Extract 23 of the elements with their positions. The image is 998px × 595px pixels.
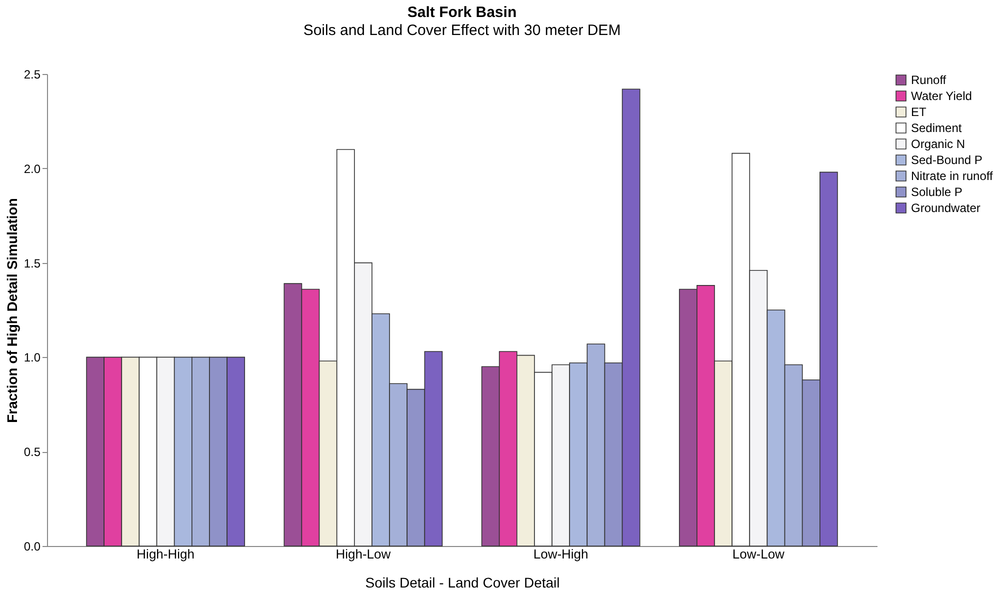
x-axis-title: Soils Detail - Land Cover Detail xyxy=(365,574,560,590)
legend-label: ET xyxy=(911,105,928,119)
y-tick-label: 0.0 xyxy=(24,540,41,554)
legend-label: Soluble P xyxy=(911,185,962,199)
legend-label: Organic N xyxy=(911,137,966,151)
x-tick-label: High-High xyxy=(136,546,194,562)
y-tick-label: 0.5 xyxy=(24,445,41,460)
legend-label: Water Yield xyxy=(911,89,972,103)
chart-title: Salt Fork Basin xyxy=(407,4,517,21)
y-tick-label: 2.5 xyxy=(24,68,41,82)
legend-label: Sediment xyxy=(911,121,962,135)
x-tick-label: Low-Low xyxy=(732,546,786,562)
legend-label: Runoff xyxy=(911,73,947,87)
y-tick-label: 1.5 xyxy=(24,256,41,270)
x-tick-label: Low-High xyxy=(533,546,588,562)
x-tick-label: High-Low xyxy=(336,546,392,562)
legend-label: Groundwater xyxy=(911,201,980,215)
legend-label: Sed-Bound P xyxy=(911,153,982,167)
y-tick-label: 1.0 xyxy=(24,350,41,365)
y-tick-label: 2.0 xyxy=(24,162,41,176)
chart-subtitle: Soils and Land Cover Effect with 30 meter DEM xyxy=(303,22,621,39)
legend-label: Nitrate in runoff xyxy=(911,169,994,183)
y-axis-title: Fraction of High Detail Simulation xyxy=(4,198,20,423)
